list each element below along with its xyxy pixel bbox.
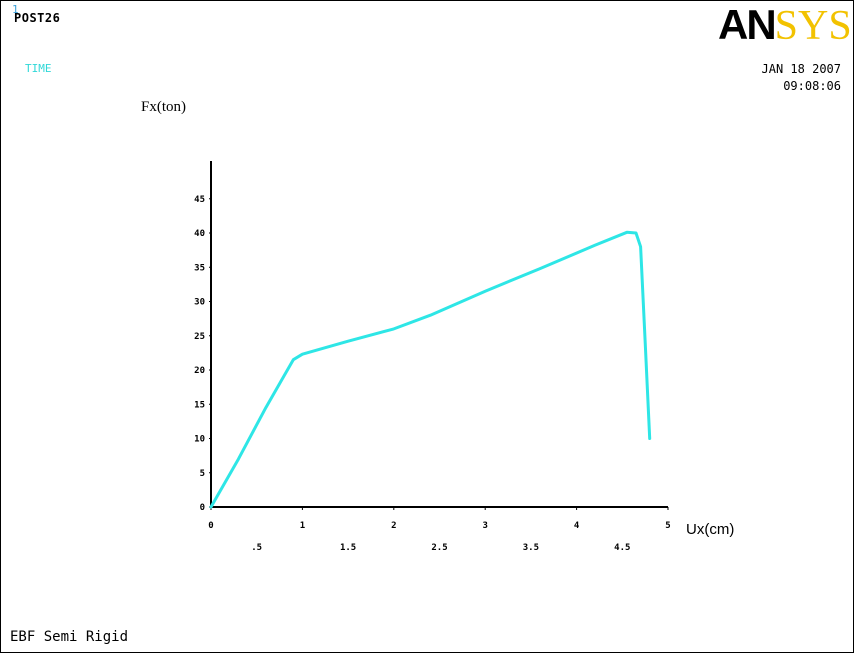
series-line	[209, 230, 652, 509]
x-minor-tick-label: .5	[251, 543, 262, 553]
y-tick-label: 25	[194, 332, 205, 342]
y-tick-label: 0	[200, 503, 205, 513]
y-tick-label: 10	[194, 435, 205, 445]
y-tick-label: 20	[194, 366, 205, 376]
x-tick-label: 1	[300, 521, 305, 531]
time-variable-label: TIME	[25, 62, 52, 75]
y-tick-label: 30	[194, 298, 205, 308]
x-minor-tick-label: 4.5	[614, 543, 630, 553]
x-axis-label: Ux(cm)	[686, 521, 734, 538]
logo-part-an: AN	[718, 1, 777, 48]
x-minor-tick-label: 3.5	[523, 543, 539, 553]
y-tick-label: 35	[194, 263, 205, 273]
y-tick-label: 5	[200, 469, 205, 479]
timestamp-time: 09:08:06	[783, 79, 841, 93]
logo-part-sys: SYS	[774, 3, 852, 49]
timestamp-date: JAN 18 2007	[761, 62, 841, 76]
series-group	[209, 230, 652, 509]
x-tick-label: 0	[208, 521, 213, 531]
window-number: 1	[12, 3, 19, 16]
x-tick-label: 4	[574, 521, 580, 531]
processor-label: POST26	[14, 11, 61, 25]
plot-caption: EBF Semi Rigid	[10, 629, 129, 645]
y-axis-label: Fx(ton)	[141, 99, 186, 115]
axes-group	[210, 161, 668, 508]
y-tick-label: 15	[194, 400, 205, 410]
y-tick-label: 45	[194, 195, 205, 205]
x-tick-label: 3	[482, 521, 487, 531]
timestamp: JAN 18 2007 09:08:06	[762, 61, 841, 95]
y-tick-label: 40	[194, 229, 205, 239]
x-minor-tick-label: 2.5	[431, 543, 447, 553]
x-minor-tick-label: 1.5	[340, 543, 356, 553]
x-tick-label: 5	[665, 521, 670, 531]
x-tick-label: 2	[391, 521, 396, 531]
ansys-logo: ANSYS	[718, 1, 852, 49]
